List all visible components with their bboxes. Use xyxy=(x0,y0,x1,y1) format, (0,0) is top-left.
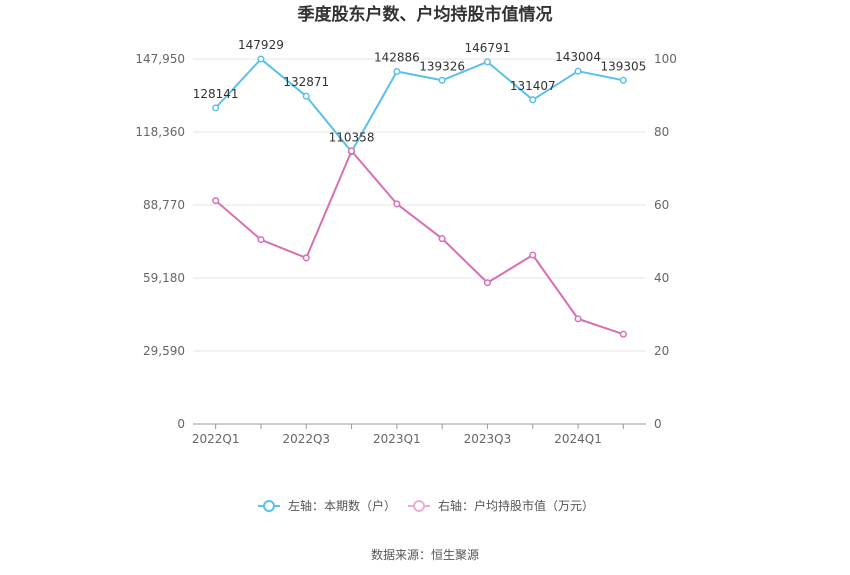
data-point xyxy=(302,92,310,100)
data-label: 132871 xyxy=(283,75,329,89)
data-point xyxy=(302,254,310,262)
x-axis-tick-label: 2022Q1 xyxy=(192,432,240,446)
legend-swatch-marker xyxy=(413,500,425,512)
right-axis-tick-label: 80 xyxy=(654,125,669,139)
x-axis-tick-label: 2023Q1 xyxy=(373,432,421,446)
data-point xyxy=(348,147,356,155)
data-label: 147929 xyxy=(238,38,284,52)
left-axis-tick-label: 118,360 xyxy=(135,125,185,139)
data-point xyxy=(483,58,492,66)
series-line-holder-count xyxy=(214,58,624,153)
legend-item-left-series[interactable]: 左轴：本期数（户） xyxy=(258,498,396,513)
x-axis-tick-label: 2023Q3 xyxy=(464,432,512,446)
right-axis-tick-label: 40 xyxy=(654,271,669,285)
data-point xyxy=(574,315,582,323)
data-point xyxy=(257,236,265,244)
data-point xyxy=(574,67,582,75)
data-label: 142886 xyxy=(374,50,420,64)
legend-label-left-series: 左轴：本期数（户） xyxy=(288,498,396,513)
gridlines xyxy=(193,58,646,352)
left-axis-tick-label: 59,180 xyxy=(143,271,185,285)
data-label: 131407 xyxy=(510,79,556,93)
data-label: 143004 xyxy=(555,50,601,64)
data-label: 128141 xyxy=(193,87,239,101)
chart-title: 季度股东户数、户均持股市值情况 xyxy=(298,4,553,25)
x-axis: 2022Q1 2022Q3 2023Q1 2023Q3 2024Q1 xyxy=(192,423,646,446)
right-axis-tick-label: 60 xyxy=(654,198,669,212)
legend: 左轴：本期数（户） 右轴：户均持股市值（万元） xyxy=(258,498,594,513)
left-axis-tick-label: 29,590 xyxy=(143,344,185,358)
x-axis-tick-label: 2022Q3 xyxy=(282,432,330,446)
left-axis-tick-label: 0 xyxy=(177,417,185,431)
right-axis: 0 20 40 60 80 100 xyxy=(654,52,677,431)
right-axis-tick-label: 100 xyxy=(654,52,677,66)
left-axis-tick-label: 147,950 xyxy=(135,52,185,66)
data-point xyxy=(619,76,627,84)
data-point xyxy=(257,55,265,63)
data-source-note: 数据来源：恒生聚源 xyxy=(371,547,479,562)
data-labels: 128141 147929 132871 110358 1428861393261467… xyxy=(193,38,647,145)
data-label: 139305 xyxy=(600,59,646,73)
series-layer xyxy=(212,55,627,338)
data-point xyxy=(619,330,627,338)
data-point xyxy=(212,197,220,205)
data-point xyxy=(393,67,401,76)
data-point xyxy=(438,76,446,84)
data-label: 110358 xyxy=(329,131,375,145)
series-line-avg-market-value xyxy=(214,149,624,336)
data-point xyxy=(438,235,446,243)
data-label: 146791 xyxy=(465,41,511,55)
data-point xyxy=(529,251,537,259)
legend-swatch-marker xyxy=(263,500,275,512)
right-axis-tick-label: 0 xyxy=(654,417,662,431)
data-point xyxy=(529,96,537,104)
legend-item-right-series[interactable]: 右轴：户均持股市值（万元） xyxy=(408,498,594,513)
left-axis: 0 29,590 59,180 88,770 118,360 147,950 xyxy=(135,52,185,431)
left-axis-tick-label: 88,770 xyxy=(143,198,185,212)
data-point xyxy=(212,104,220,112)
data-label: 139326 xyxy=(419,59,465,73)
data-point xyxy=(483,279,492,287)
data-point xyxy=(393,200,401,208)
right-axis-tick-label: 20 xyxy=(654,344,669,358)
x-axis-tick-label: 2024Q1 xyxy=(554,432,602,446)
legend-label-right-series: 右轴：户均持股市值（万元） xyxy=(438,498,594,513)
